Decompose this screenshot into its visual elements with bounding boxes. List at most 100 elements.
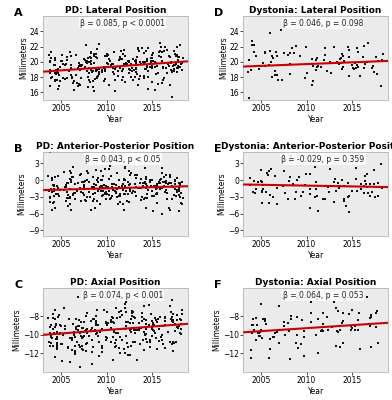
- Point: [169, 341, 175, 347]
- Point: [47, 70, 54, 76]
- Point: [98, 281, 105, 288]
- Point: [157, 40, 163, 46]
- Point: [97, 184, 103, 190]
- Point: [127, 352, 134, 358]
- Point: [286, 328, 292, 334]
- Point: [128, 61, 134, 67]
- Point: [140, 72, 147, 79]
- Point: [169, 317, 176, 324]
- Point: [307, 171, 313, 178]
- Point: [109, 61, 115, 68]
- Point: [315, 208, 321, 214]
- Point: [115, 68, 121, 75]
- Point: [87, 59, 94, 66]
- Point: [159, 48, 165, 55]
- Point: [172, 178, 178, 184]
- Point: [176, 54, 182, 60]
- Point: [337, 344, 343, 350]
- Point: [107, 196, 113, 202]
- Point: [71, 190, 77, 196]
- Point: [104, 335, 111, 341]
- Point: [116, 345, 123, 351]
- Point: [71, 328, 77, 335]
- Point: [142, 165, 149, 172]
- Point: [154, 63, 160, 69]
- Point: [132, 73, 138, 80]
- Point: [127, 67, 133, 74]
- Point: [162, 318, 168, 324]
- Point: [178, 190, 184, 196]
- Point: [134, 357, 140, 364]
- Point: [307, 205, 313, 212]
- Point: [342, 296, 348, 302]
- Point: [85, 70, 92, 76]
- Point: [137, 179, 143, 186]
- Point: [309, 82, 315, 88]
- Point: [60, 75, 66, 81]
- Point: [147, 179, 153, 186]
- Point: [150, 327, 156, 333]
- Point: [169, 296, 175, 303]
- Point: [128, 329, 134, 335]
- Point: [149, 333, 156, 339]
- Point: [165, 181, 171, 188]
- Point: [103, 184, 109, 190]
- Point: [341, 196, 347, 202]
- Point: [160, 322, 166, 329]
- Point: [134, 70, 140, 77]
- Point: [116, 309, 122, 316]
- Point: [72, 333, 78, 340]
- Point: [61, 169, 67, 175]
- Point: [157, 177, 163, 183]
- Point: [80, 178, 86, 185]
- Point: [279, 77, 285, 83]
- Point: [80, 325, 86, 332]
- Point: [318, 328, 324, 334]
- Point: [84, 330, 90, 336]
- Point: [65, 345, 71, 352]
- Point: [51, 183, 57, 190]
- Point: [56, 187, 63, 193]
- Point: [130, 188, 136, 194]
- Point: [339, 177, 346, 184]
- Point: [103, 53, 110, 59]
- Point: [91, 184, 97, 190]
- Point: [72, 190, 78, 196]
- Point: [365, 190, 371, 196]
- Point: [349, 325, 356, 332]
- Point: [340, 52, 346, 59]
- X-axis label: Year: Year: [307, 250, 324, 260]
- Point: [112, 88, 118, 94]
- Point: [142, 180, 148, 186]
- Point: [154, 182, 161, 189]
- Point: [97, 329, 103, 335]
- Point: [93, 320, 100, 326]
- Point: [334, 328, 340, 334]
- Point: [132, 329, 139, 336]
- Point: [285, 52, 291, 58]
- Point: [174, 187, 180, 193]
- Point: [110, 334, 116, 340]
- Point: [119, 56, 125, 62]
- Point: [272, 68, 278, 74]
- Point: [128, 316, 134, 322]
- Point: [57, 78, 63, 85]
- Point: [170, 62, 176, 69]
- Point: [337, 183, 343, 189]
- Point: [174, 69, 180, 75]
- Point: [364, 184, 370, 191]
- Point: [101, 306, 107, 313]
- Point: [288, 315, 294, 322]
- Point: [321, 182, 327, 189]
- Point: [286, 178, 292, 185]
- Point: [287, 356, 293, 362]
- Point: [144, 183, 151, 190]
- Point: [154, 181, 160, 187]
- Point: [76, 323, 83, 330]
- Point: [118, 76, 125, 83]
- Point: [135, 185, 142, 191]
- Point: [71, 87, 77, 93]
- Point: [151, 183, 157, 189]
- Point: [142, 194, 148, 201]
- Point: [167, 174, 173, 180]
